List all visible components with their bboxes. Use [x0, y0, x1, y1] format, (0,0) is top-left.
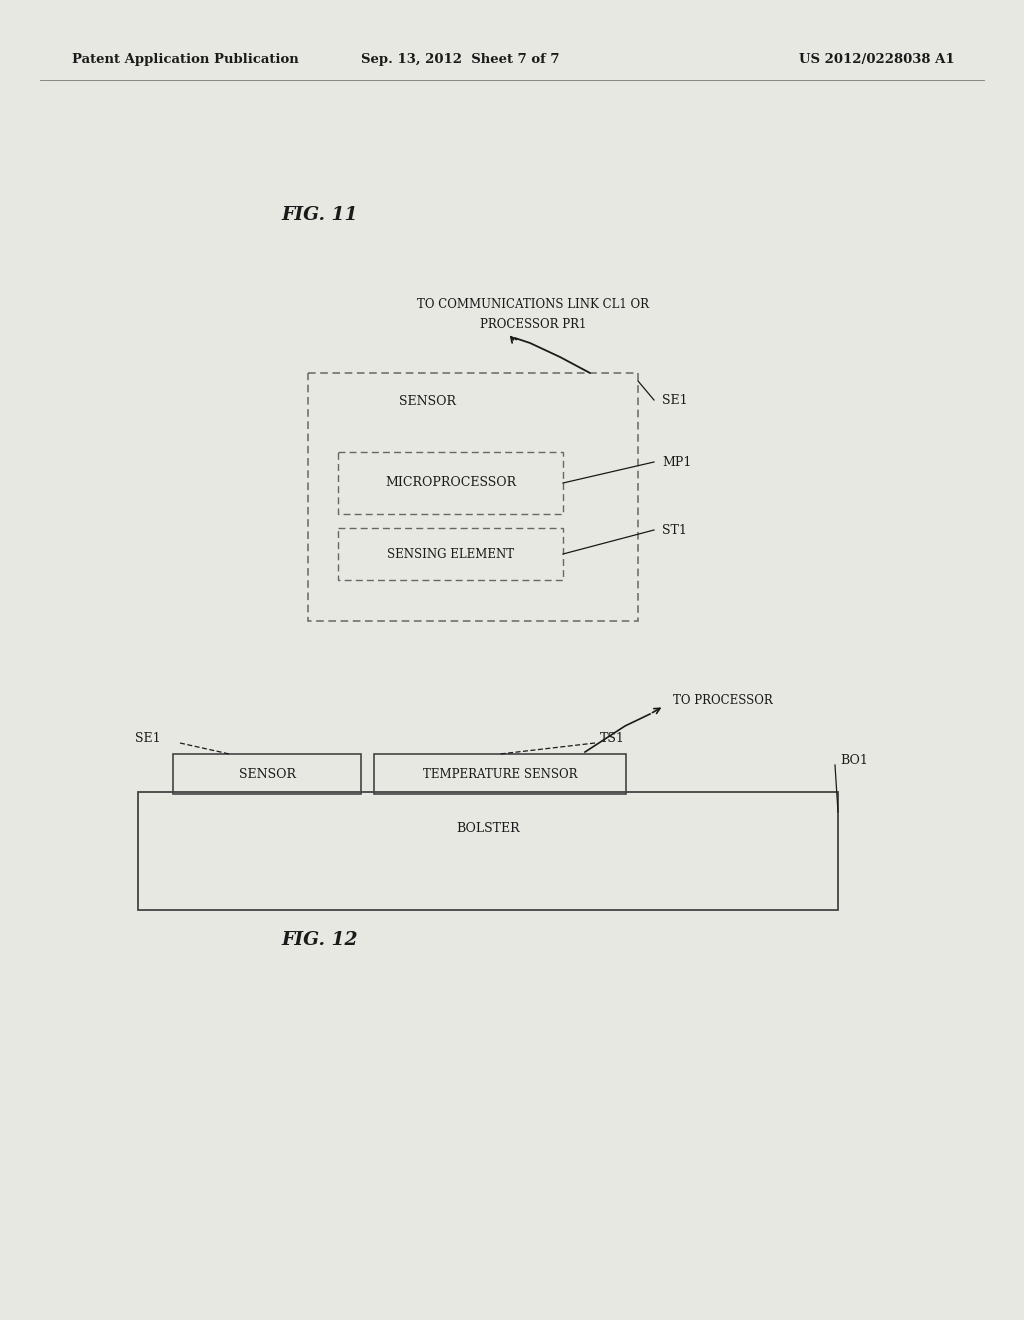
- Bar: [173, 754, 361, 795]
- Text: TO PROCESSOR: TO PROCESSOR: [673, 693, 773, 706]
- Bar: [374, 754, 626, 795]
- Text: Sep. 13, 2012  Sheet 7 of 7: Sep. 13, 2012 Sheet 7 of 7: [360, 54, 559, 66]
- Text: SE1: SE1: [662, 393, 688, 407]
- Text: SENSOR: SENSOR: [239, 767, 296, 780]
- Text: FIG. 11: FIG. 11: [282, 206, 358, 224]
- Text: TEMPERATURE SENSOR: TEMPERATURE SENSOR: [423, 767, 578, 780]
- Text: Patent Application Publication: Patent Application Publication: [72, 54, 299, 66]
- Text: US 2012/0228038 A1: US 2012/0228038 A1: [800, 54, 955, 66]
- Text: BOLSTER: BOLSTER: [456, 822, 520, 836]
- Text: SE1: SE1: [135, 731, 161, 744]
- Text: PROCESSOR PR1: PROCESSOR PR1: [480, 318, 586, 331]
- Text: TO COMMUNICATIONS LINK CL1 OR: TO COMMUNICATIONS LINK CL1 OR: [417, 298, 649, 312]
- Text: MP1: MP1: [662, 455, 691, 469]
- Text: SENSING ELEMENT: SENSING ELEMENT: [387, 548, 514, 561]
- Text: FIG. 12: FIG. 12: [282, 931, 358, 949]
- Bar: [338, 451, 563, 513]
- Text: SENSOR: SENSOR: [399, 395, 457, 408]
- Bar: [308, 374, 638, 620]
- Text: BO1: BO1: [840, 754, 868, 767]
- Text: MICROPROCESSOR: MICROPROCESSOR: [385, 477, 516, 490]
- Text: TS1: TS1: [600, 731, 625, 744]
- Text: ST1: ST1: [662, 524, 687, 536]
- Bar: [138, 792, 838, 909]
- Bar: [338, 528, 563, 579]
